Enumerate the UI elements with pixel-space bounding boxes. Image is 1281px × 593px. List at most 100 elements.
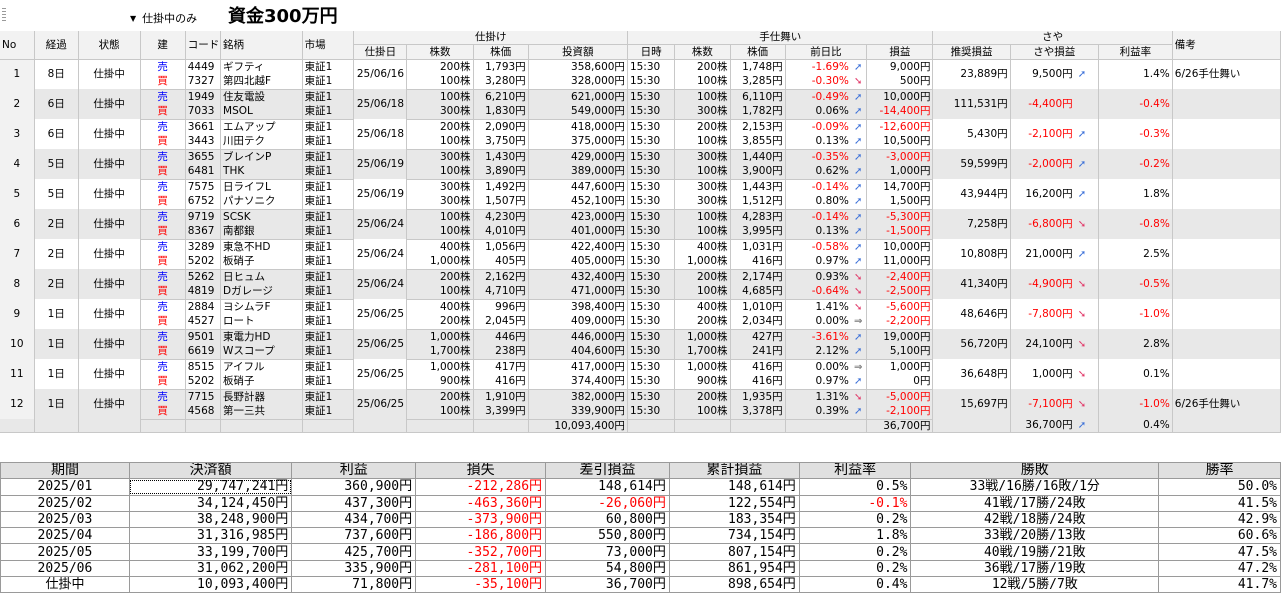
close-pl-cell: 500円 bbox=[866, 74, 934, 90]
position-row[interactable]: 買 3443 川田テク 東証1 100株 3,750円 375,000円 15:30 100株 3… bbox=[0, 134, 1281, 150]
col-code[interactable]: コード bbox=[185, 31, 222, 60]
market-cell: 東証1 bbox=[302, 299, 355, 314]
summary-loss: -281,100円 bbox=[415, 559, 547, 578]
open-amount-cell: 398,400円 bbox=[528, 299, 628, 314]
position-row[interactable]: 買 4568 第一三共 東証1 100株 3,399円 339,900円 15:30 100株 3… bbox=[0, 404, 1281, 420]
col-spread-pl[interactable]: さや損益 bbox=[1010, 44, 1099, 60]
note-cell bbox=[1172, 359, 1281, 389]
summary-row[interactable]: 2025/05 33,199,700円 425,700円 -352,700円 73,00… bbox=[0, 543, 1281, 561]
market-cell: 東証1 bbox=[302, 149, 355, 164]
position-row[interactable]: 8 2日 仕掛中売 5262 日ヒュム 東証1 25/06/24 200株 2,162円 432,… bbox=[0, 269, 1281, 299]
summary-cumulative: 807,154円 bbox=[668, 543, 800, 561]
position-row[interactable]: 買 7033 MSOL 東証1 300株 1,830円 549,000円 15:30 300株 1… bbox=[0, 104, 1281, 120]
col-close-change[interactable]: 前日比 bbox=[785, 44, 868, 60]
spread-arrow-up-icon: ➚ bbox=[1077, 159, 1087, 170]
position-row[interactable]: 買 7327 第四北越F 東証1 100株 3,280円 328,000円 15:30 100株… bbox=[0, 74, 1281, 90]
position-row[interactable]: 12 1日 仕掛中売 7715 長野計器 東証1 25/06/25 200株 1,910円 382… bbox=[0, 389, 1281, 419]
change-value: 0.00% bbox=[815, 315, 849, 328]
summary-row[interactable]: 2025/03 38,248,900円 434,700円 -373,900円 60,80… bbox=[0, 510, 1281, 529]
summary-col-header[interactable]: 利益率 bbox=[798, 461, 912, 480]
open-amount-cell: 417,000円 bbox=[528, 359, 628, 374]
col-close-price[interactable]: 株価 bbox=[730, 44, 786, 60]
market-cell: 東証1 bbox=[302, 89, 355, 104]
position-row[interactable]: 10 1日 仕掛中売 9501 東電力HD 東証1 25/06/25 1,000株 446円 44… bbox=[0, 329, 1281, 359]
summary-col-header[interactable]: 損失 bbox=[415, 461, 547, 480]
col-no[interactable]: No bbox=[0, 31, 35, 60]
col-open-amount[interactable]: 投資額 bbox=[528, 44, 628, 60]
filter-dropdown[interactable]: ▼ 仕掛中のみ bbox=[130, 10, 197, 26]
open-price-cell: 3,280円 bbox=[473, 74, 529, 90]
stock-name-cell: 住友電設 bbox=[220, 89, 303, 104]
position-row[interactable]: 買 4527 ロート 東証1 200株 2,045円 409,000円 15:30 200株 2,… bbox=[0, 314, 1281, 330]
summary-col-header[interactable]: 勝率 bbox=[1158, 461, 1281, 480]
col-close-shares[interactable]: 株数 bbox=[674, 44, 731, 60]
summary-col-header[interactable]: 累計損益 bbox=[668, 461, 800, 480]
position-row[interactable]: 買 4819 Dガレージ 東証1 100株 4,710円 471,000円 15:30 100株… bbox=[0, 284, 1281, 300]
position-row[interactable]: 1 8日 仕掛中売 4449 ギフティ 東証1 25/06/16 200株 1,793円 358,… bbox=[0, 59, 1281, 89]
summary-col-header[interactable]: 差引損益 bbox=[545, 461, 670, 480]
position-row[interactable]: 5 5日 仕掛中売 7575 日ライフL 東証1 25/06/19 300株 1,492円 447… bbox=[0, 179, 1281, 209]
summary-col-header[interactable]: 勝敗 bbox=[910, 461, 1160, 480]
summary-profit: 434,700円 bbox=[291, 510, 417, 529]
open-shares-cell: 1,000株 bbox=[406, 254, 474, 270]
position-row[interactable]: 7 2日 仕掛中売 3289 東急不HD 東証1 25/06/24 400株 1,056円 422… bbox=[0, 239, 1281, 269]
open-price-cell: 1,430円 bbox=[473, 149, 529, 164]
position-row[interactable]: 買 6481 THK 東証1 100株 3,890円 389,000円 15:30 100株 3,… bbox=[0, 164, 1281, 180]
col-open-shares[interactable]: 株数 bbox=[406, 44, 474, 60]
side-cell: 買 bbox=[140, 254, 186, 270]
close-shares-cell: 1,700株 bbox=[674, 344, 731, 360]
spread-arrow-down-icon: ➘ bbox=[1077, 309, 1087, 320]
col-name[interactable]: 銘柄 bbox=[220, 31, 303, 60]
summary-win-rate: 47.2% bbox=[1158, 559, 1281, 578]
col-spread-rec[interactable]: 推奨損益 bbox=[932, 44, 1011, 60]
col-close-pl[interactable]: 損益 bbox=[866, 44, 934, 60]
spread-rate-cell: -1.0% bbox=[1098, 389, 1173, 419]
summary-row[interactable]: 2025/01 29,747,241円 360,900円 -212,286円 148,6… bbox=[0, 478, 1281, 496]
col-close-time[interactable]: 日時 bbox=[627, 44, 676, 60]
totals-empty-cell bbox=[406, 419, 474, 433]
summary-row[interactable]: 2025/06 31,062,200円 335,900円 -281,100円 54,80… bbox=[0, 559, 1281, 578]
summary-cumulative: 183,354円 bbox=[668, 510, 800, 529]
open-date-cell: 25/06/24 bbox=[353, 209, 408, 239]
position-row[interactable]: 6 2日 仕掛中売 9719 SCSK 東証1 25/06/24 100株 4,230円 423,… bbox=[0, 209, 1281, 239]
position-row[interactable]: 4 5日 仕掛中売 3655 ブレインP 東証1 25/06/19 300株 1,430円 429… bbox=[0, 149, 1281, 179]
summary-row[interactable]: 2025/02 34,124,450円 437,300円 -463,360円 -26,0… bbox=[0, 494, 1281, 512]
position-row[interactable]: 買 6752 パナソニク 東証1 300株 1,507円 452,100円 15:30 300株… bbox=[0, 194, 1281, 210]
close-shares-cell: 300株 bbox=[674, 194, 731, 210]
position-row[interactable]: 2 6日 仕掛中売 1949 住友電設 東証1 25/06/18 100株 6,210円 621,… bbox=[0, 89, 1281, 119]
summary-row[interactable]: 2025/04 31,316,985円 737,600円 -186,800円 550,8… bbox=[0, 527, 1281, 545]
totals-empty-cell bbox=[78, 419, 141, 433]
row-number: 9 bbox=[0, 299, 35, 329]
stock-name-cell: 川田テク bbox=[220, 134, 303, 150]
totals-empty-cell bbox=[185, 419, 222, 433]
market-cell: 東証1 bbox=[302, 284, 355, 300]
col-spread-rate[interactable]: 利益率 bbox=[1098, 44, 1173, 60]
open-amount-cell: 423,000円 bbox=[528, 209, 628, 224]
position-row[interactable]: 買 6619 Wスコープ 東証1 1,700株 238円 404,600円 15:30 1,70… bbox=[0, 344, 1281, 360]
col-open-date[interactable]: 仕掛日 bbox=[353, 44, 408, 60]
summary-col-header[interactable]: 期間 bbox=[0, 461, 130, 480]
position-row[interactable]: 買 8367 南都銀 東証1 100株 4,010円 401,000円 15:30 100株 3,… bbox=[0, 224, 1281, 240]
col-open-price[interactable]: 株価 bbox=[473, 44, 529, 60]
summary-col-header[interactable]: 決済額 bbox=[128, 461, 293, 480]
col-side[interactable]: 建 bbox=[140, 31, 186, 60]
col-status[interactable]: 状態 bbox=[78, 31, 141, 60]
summary-row[interactable]: 仕掛中 10,093,400円 71,800円 -35,100円 36,700円 898,… bbox=[0, 576, 1281, 593]
position-row[interactable]: 3 6日 仕掛中売 3661 エムアップ 東証1 25/06/18 200株 2,090円 418… bbox=[0, 119, 1281, 149]
col-note[interactable]: 備考 bbox=[1172, 31, 1281, 60]
position-row[interactable]: 買 5202 板硝子 東証1 1,000株 405円 405,000円 15:30 1,000株… bbox=[0, 254, 1281, 270]
spread-pl-value: -4,900円 bbox=[1028, 278, 1073, 290]
toolbar-grip[interactable] bbox=[2, 8, 6, 22]
stock-name-cell: 日ライフL bbox=[220, 179, 303, 194]
close-change-cell: -0.58% ➚ bbox=[785, 239, 868, 254]
summary-col-header[interactable]: 利益 bbox=[291, 461, 417, 480]
totals-empty-cell bbox=[473, 419, 529, 433]
open-amount-cell: 409,000円 bbox=[528, 314, 628, 330]
position-row[interactable]: 9 1日 仕掛中売 2884 ヨシムラF 東証1 25/06/25 400株 996円 398,4… bbox=[0, 299, 1281, 329]
col-market[interactable]: 市場 bbox=[302, 31, 355, 60]
close-pl-cell: 10,000円 bbox=[866, 239, 934, 254]
open-shares-cell: 400株 bbox=[406, 239, 474, 254]
col-elapsed[interactable]: 経過 bbox=[34, 31, 79, 60]
position-row[interactable]: 買 5202 板硝子 東証1 900株 416円 374,400円 15:30 900株 416円… bbox=[0, 374, 1281, 390]
position-row[interactable]: 11 1日 仕掛中売 8515 アイフル 東証1 25/06/25 1,000株 417円 417… bbox=[0, 359, 1281, 389]
